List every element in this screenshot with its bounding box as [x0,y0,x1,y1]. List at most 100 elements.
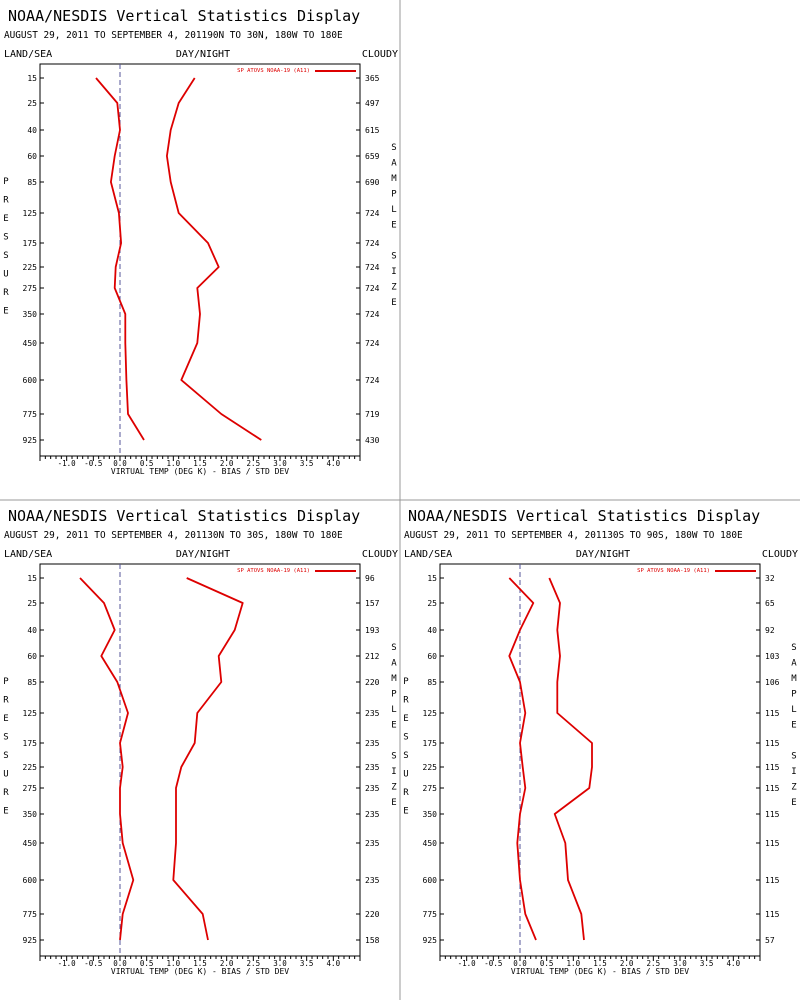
sample-size-label: 115 [765,876,780,885]
y-axis-label-letter: S [3,233,8,243]
y2-axis-label-letter: L [391,205,396,215]
x-tick-label: 2.0 [220,459,234,468]
pressure-level-label: 40 [27,626,37,635]
sample-size-label: 220 [365,678,380,687]
x-tick-label: 2.0 [620,959,634,968]
pressure-level-label: 275 [23,784,38,793]
sample-size-label: 719 [365,410,380,419]
y-axis-label-letter: S [403,751,408,761]
chart-panel-3: NOAA/NESDIS Vertical Statistics Display A… [403,507,798,976]
sample-size-label: 65 [765,599,775,608]
y-axis-label-letter: S [3,251,8,261]
y2-axis-label-letter: S [391,252,396,262]
x-axis-label: VIRTUAL TEMP (DEG K) - BIAS / STD DEV [111,967,289,976]
chart-panel-2: NOAA/NESDIS Vertical Statistics Display A… [3,507,398,976]
y2-axis-label-letter: S [391,143,396,153]
pressure-level-label: 600 [23,876,38,885]
std-dev-series-line [172,577,244,941]
sample-size-label: 724 [365,310,380,319]
y-axis-label-letter: R [3,788,9,798]
pressure-level-label: 225 [423,763,438,772]
sample-size-label: 32 [765,574,775,583]
sample-size-label: 235 [365,784,380,793]
y2-axis-label-letter: L [791,705,796,715]
sample-size-label: 92 [765,626,775,635]
pressure-level-label: 175 [23,739,38,748]
pressure-level-label: 125 [23,209,38,218]
pressure-level-label: 25 [427,599,437,608]
sample-size-label: 103 [765,652,780,661]
legend-label: SP ATOVS NOAA-19 (A11) [237,568,310,574]
sample-size-label: 724 [365,239,380,248]
std-dev-series-line [548,577,593,941]
corner-label-center: DAY/NIGHT [176,549,230,560]
y2-axis-label-letter: E [391,721,396,731]
sample-size-label: 106 [765,678,780,687]
pressure-level-label: 275 [423,784,438,793]
pressure-level-label: 775 [423,910,438,919]
sample-size-label: 235 [365,810,380,819]
pressure-level-label: 600 [423,876,438,885]
pressure-level-label: 175 [423,739,438,748]
sample-size-label: 115 [765,784,780,793]
x-tick-label: 2.5 [647,959,661,968]
sample-size-label: 115 [765,739,780,748]
x-tick-label: -1.0 [458,959,477,968]
x-tick-label: 0.5 [140,959,154,968]
std-dev-series-line [165,77,262,441]
sample-size-label: 115 [765,810,780,819]
y2-axis-label-letter: A [791,659,797,669]
pressure-level-label: 775 [23,910,38,919]
x-tick-label: -0.5 [84,959,102,968]
sample-size-label: 724 [365,209,380,218]
y2-axis-label-letter: S [391,752,396,762]
x-tick-label: -0.5 [484,959,502,968]
y-axis-label-letter: U [403,770,408,780]
pressure-level-label: 775 [23,410,38,419]
sample-size-label: 235 [365,739,380,748]
y2-axis-label-letter: M [391,174,397,184]
y-axis-label-letter: U [3,270,8,280]
x-tick-label: 1.0 [167,459,181,468]
sample-size-label: 115 [765,910,780,919]
chart-header: NOAA/NESDIS Vertical Statistics Display [8,7,360,25]
pressure-level-label: 450 [23,839,38,848]
chart-subtitle: AUGUST 29, 2011 TO SEPTEMBER 4, 201130S … [404,530,743,541]
y-axis-label-letter: E [403,807,408,817]
sample-size-label: 235 [365,709,380,718]
sample-size-label: 235 [365,763,380,772]
y2-axis-label-letter: Z [391,283,397,293]
x-tick-label: -1.0 [58,459,77,468]
pressure-level-label: 925 [23,436,38,445]
y-axis-label-letter: R [403,788,409,798]
sample-size-label: 365 [365,74,380,83]
x-tick-label: 1.0 [167,959,181,968]
corner-label-center: DAY/NIGHT [576,549,630,560]
corner-label-left: LAND/SEA [4,49,52,60]
chart-header: NOAA/NESDIS Vertical Statistics Display [408,507,760,525]
y2-axis-label-letter: I [391,267,396,277]
x-tick-label: 2.5 [247,459,261,468]
y2-axis-label-letter: I [391,767,396,777]
pressure-level-label: 125 [23,709,38,718]
pressure-level-label: 60 [27,652,37,661]
sample-size-label: 115 [765,763,780,772]
y2-axis-label-letter: P [391,190,397,200]
y2-axis-label-letter: M [391,674,397,684]
y-axis-label-letter: P [403,677,409,687]
pressure-level-label: 350 [423,810,438,819]
x-axis-label: VIRTUAL TEMP (DEG K) - BIAS / STD DEV [111,467,289,476]
y2-axis-label-letter: I [791,767,796,777]
pressure-level-label: 15 [27,74,37,83]
y-axis-label-letter: E [3,714,8,724]
y-axis-label-letter: P [3,677,9,687]
x-tick-label: 3.5 [700,959,714,968]
x-tick-label: 3.0 [273,459,287,468]
y2-axis-label-letter: P [391,690,397,700]
y2-axis-label-letter: L [391,705,396,715]
y2-axis-label-letter: S [791,643,796,653]
x-tick-label: 0.0 [113,459,127,468]
pressure-level-label: 450 [423,839,438,848]
corner-label-right: CLOUDY [362,549,398,560]
